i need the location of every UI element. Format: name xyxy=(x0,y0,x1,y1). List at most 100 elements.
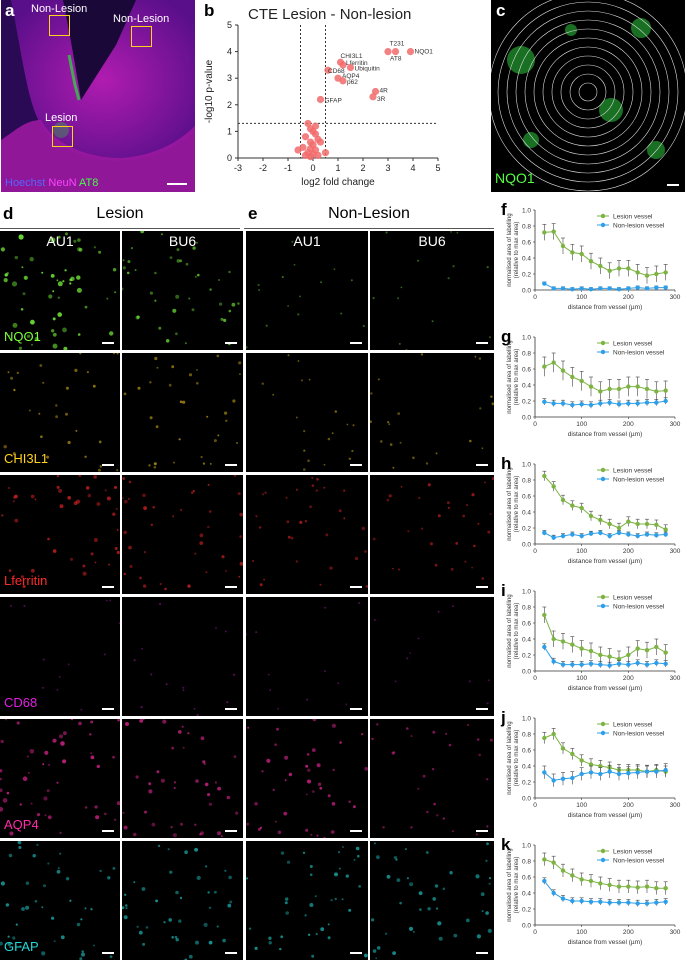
series-point xyxy=(635,901,640,906)
x-tick-label: 300 xyxy=(670,802,681,809)
stain-pattern xyxy=(133,602,236,716)
stain-spot xyxy=(76,922,81,927)
stain-spot xyxy=(62,280,65,283)
stain-spot xyxy=(471,566,473,569)
x-tick-label: 200 xyxy=(623,802,634,809)
scale-bar xyxy=(102,586,114,588)
stain-spot xyxy=(196,369,198,371)
stain-spot xyxy=(65,412,68,416)
stain-spot xyxy=(295,488,298,491)
stain-spot xyxy=(65,232,68,236)
stain-spot xyxy=(266,758,271,763)
stain-spot xyxy=(48,763,51,767)
stain-spot xyxy=(399,441,402,444)
stain-spot xyxy=(136,315,140,319)
stain-spot xyxy=(330,899,333,902)
stain-spot xyxy=(182,400,186,404)
stain-spot xyxy=(57,296,60,299)
stain-spot xyxy=(348,457,351,460)
data-point xyxy=(369,93,377,101)
stain-spot xyxy=(196,241,198,244)
scale-bar xyxy=(225,464,237,466)
stain-spot xyxy=(106,496,111,501)
stain-spot xyxy=(109,599,111,602)
y-tick-label: 0.8 xyxy=(522,859,531,866)
panel-a-legend: Hoechst NeuN AT8 xyxy=(5,177,98,189)
stain-spot xyxy=(195,940,199,945)
stain-spot xyxy=(434,884,439,888)
stain-spot xyxy=(272,393,275,396)
stain-spot xyxy=(62,759,67,764)
series-point xyxy=(579,286,584,291)
series-point xyxy=(635,770,640,775)
series-point xyxy=(654,400,659,405)
marker-label: Lferritin xyxy=(4,573,48,588)
panel-e-letter: e xyxy=(248,204,258,223)
stain-spot xyxy=(2,798,8,803)
x-tick-label: 0 xyxy=(310,163,315,173)
marker-label: AQP4 xyxy=(4,817,39,832)
stain-spot xyxy=(191,308,195,312)
stain-pattern xyxy=(246,240,365,349)
stain-spot xyxy=(182,686,185,689)
stain-spot xyxy=(93,475,97,479)
stain-spot xyxy=(14,494,18,499)
series-point xyxy=(598,771,603,777)
stain-spot xyxy=(279,947,282,951)
micrograph-aqp4-lesion-bu6 xyxy=(122,719,243,838)
stain-spot xyxy=(18,234,24,240)
stain-spot xyxy=(258,526,262,529)
stain-spot xyxy=(44,750,49,755)
stain-spot xyxy=(302,851,306,855)
stain-spot xyxy=(63,346,68,350)
series-point xyxy=(654,522,659,527)
stain-spot xyxy=(114,547,118,550)
stain-spot xyxy=(277,707,279,710)
stain-spot xyxy=(70,276,75,281)
x-tick-label: 0 xyxy=(533,675,537,682)
series-point xyxy=(644,532,650,537)
stain-spot xyxy=(21,907,25,911)
series-point xyxy=(607,654,612,659)
stain-spot xyxy=(149,416,153,420)
stain-spot xyxy=(450,231,452,233)
stain-spot xyxy=(60,741,65,746)
y-tick-label: 0.0 xyxy=(522,415,531,422)
stain-spot xyxy=(16,721,20,725)
micrograph-lferritin-lesion-au1: Lferritin xyxy=(0,475,120,594)
stain-spot xyxy=(319,583,322,586)
stain-spot xyxy=(0,247,5,252)
stain-spot xyxy=(255,631,258,634)
stain-spot xyxy=(353,805,356,809)
stain-spot xyxy=(20,575,24,579)
stain-spot xyxy=(0,788,3,793)
stain-spot xyxy=(307,459,310,462)
stain-pattern xyxy=(246,719,368,838)
stain-spot xyxy=(21,266,24,269)
stain-spot xyxy=(409,652,412,654)
stain-spot xyxy=(442,887,446,891)
stain-spot xyxy=(308,378,311,381)
stain-spot xyxy=(365,585,368,588)
micrograph-chi3l1-lesion-au1: CHI3L1 xyxy=(0,353,120,472)
stain-spot xyxy=(41,951,46,956)
stain-spot xyxy=(239,561,243,566)
stain-spot xyxy=(22,292,26,296)
stain-spot xyxy=(116,353,119,355)
stain-spot xyxy=(58,867,60,870)
series-point xyxy=(635,384,640,389)
stain-spot xyxy=(6,791,10,795)
stain-spot xyxy=(116,801,120,806)
stain-spot xyxy=(425,851,429,854)
stain-spot xyxy=(90,752,93,755)
point-label: T231 xyxy=(390,41,405,48)
stain-spot xyxy=(315,489,318,492)
stain-spot xyxy=(197,273,200,277)
stain-spot xyxy=(400,286,403,289)
ring-circle xyxy=(533,37,643,147)
legend-marker xyxy=(600,721,606,727)
x-tick-label: 300 xyxy=(670,294,681,301)
y-tick-label: 0 xyxy=(227,153,232,163)
line-chart: 0.0 0.2 0.4 0.6 0.8 1.0 0 100 200 300 distance fro… xyxy=(507,843,681,947)
series-point xyxy=(607,286,612,291)
